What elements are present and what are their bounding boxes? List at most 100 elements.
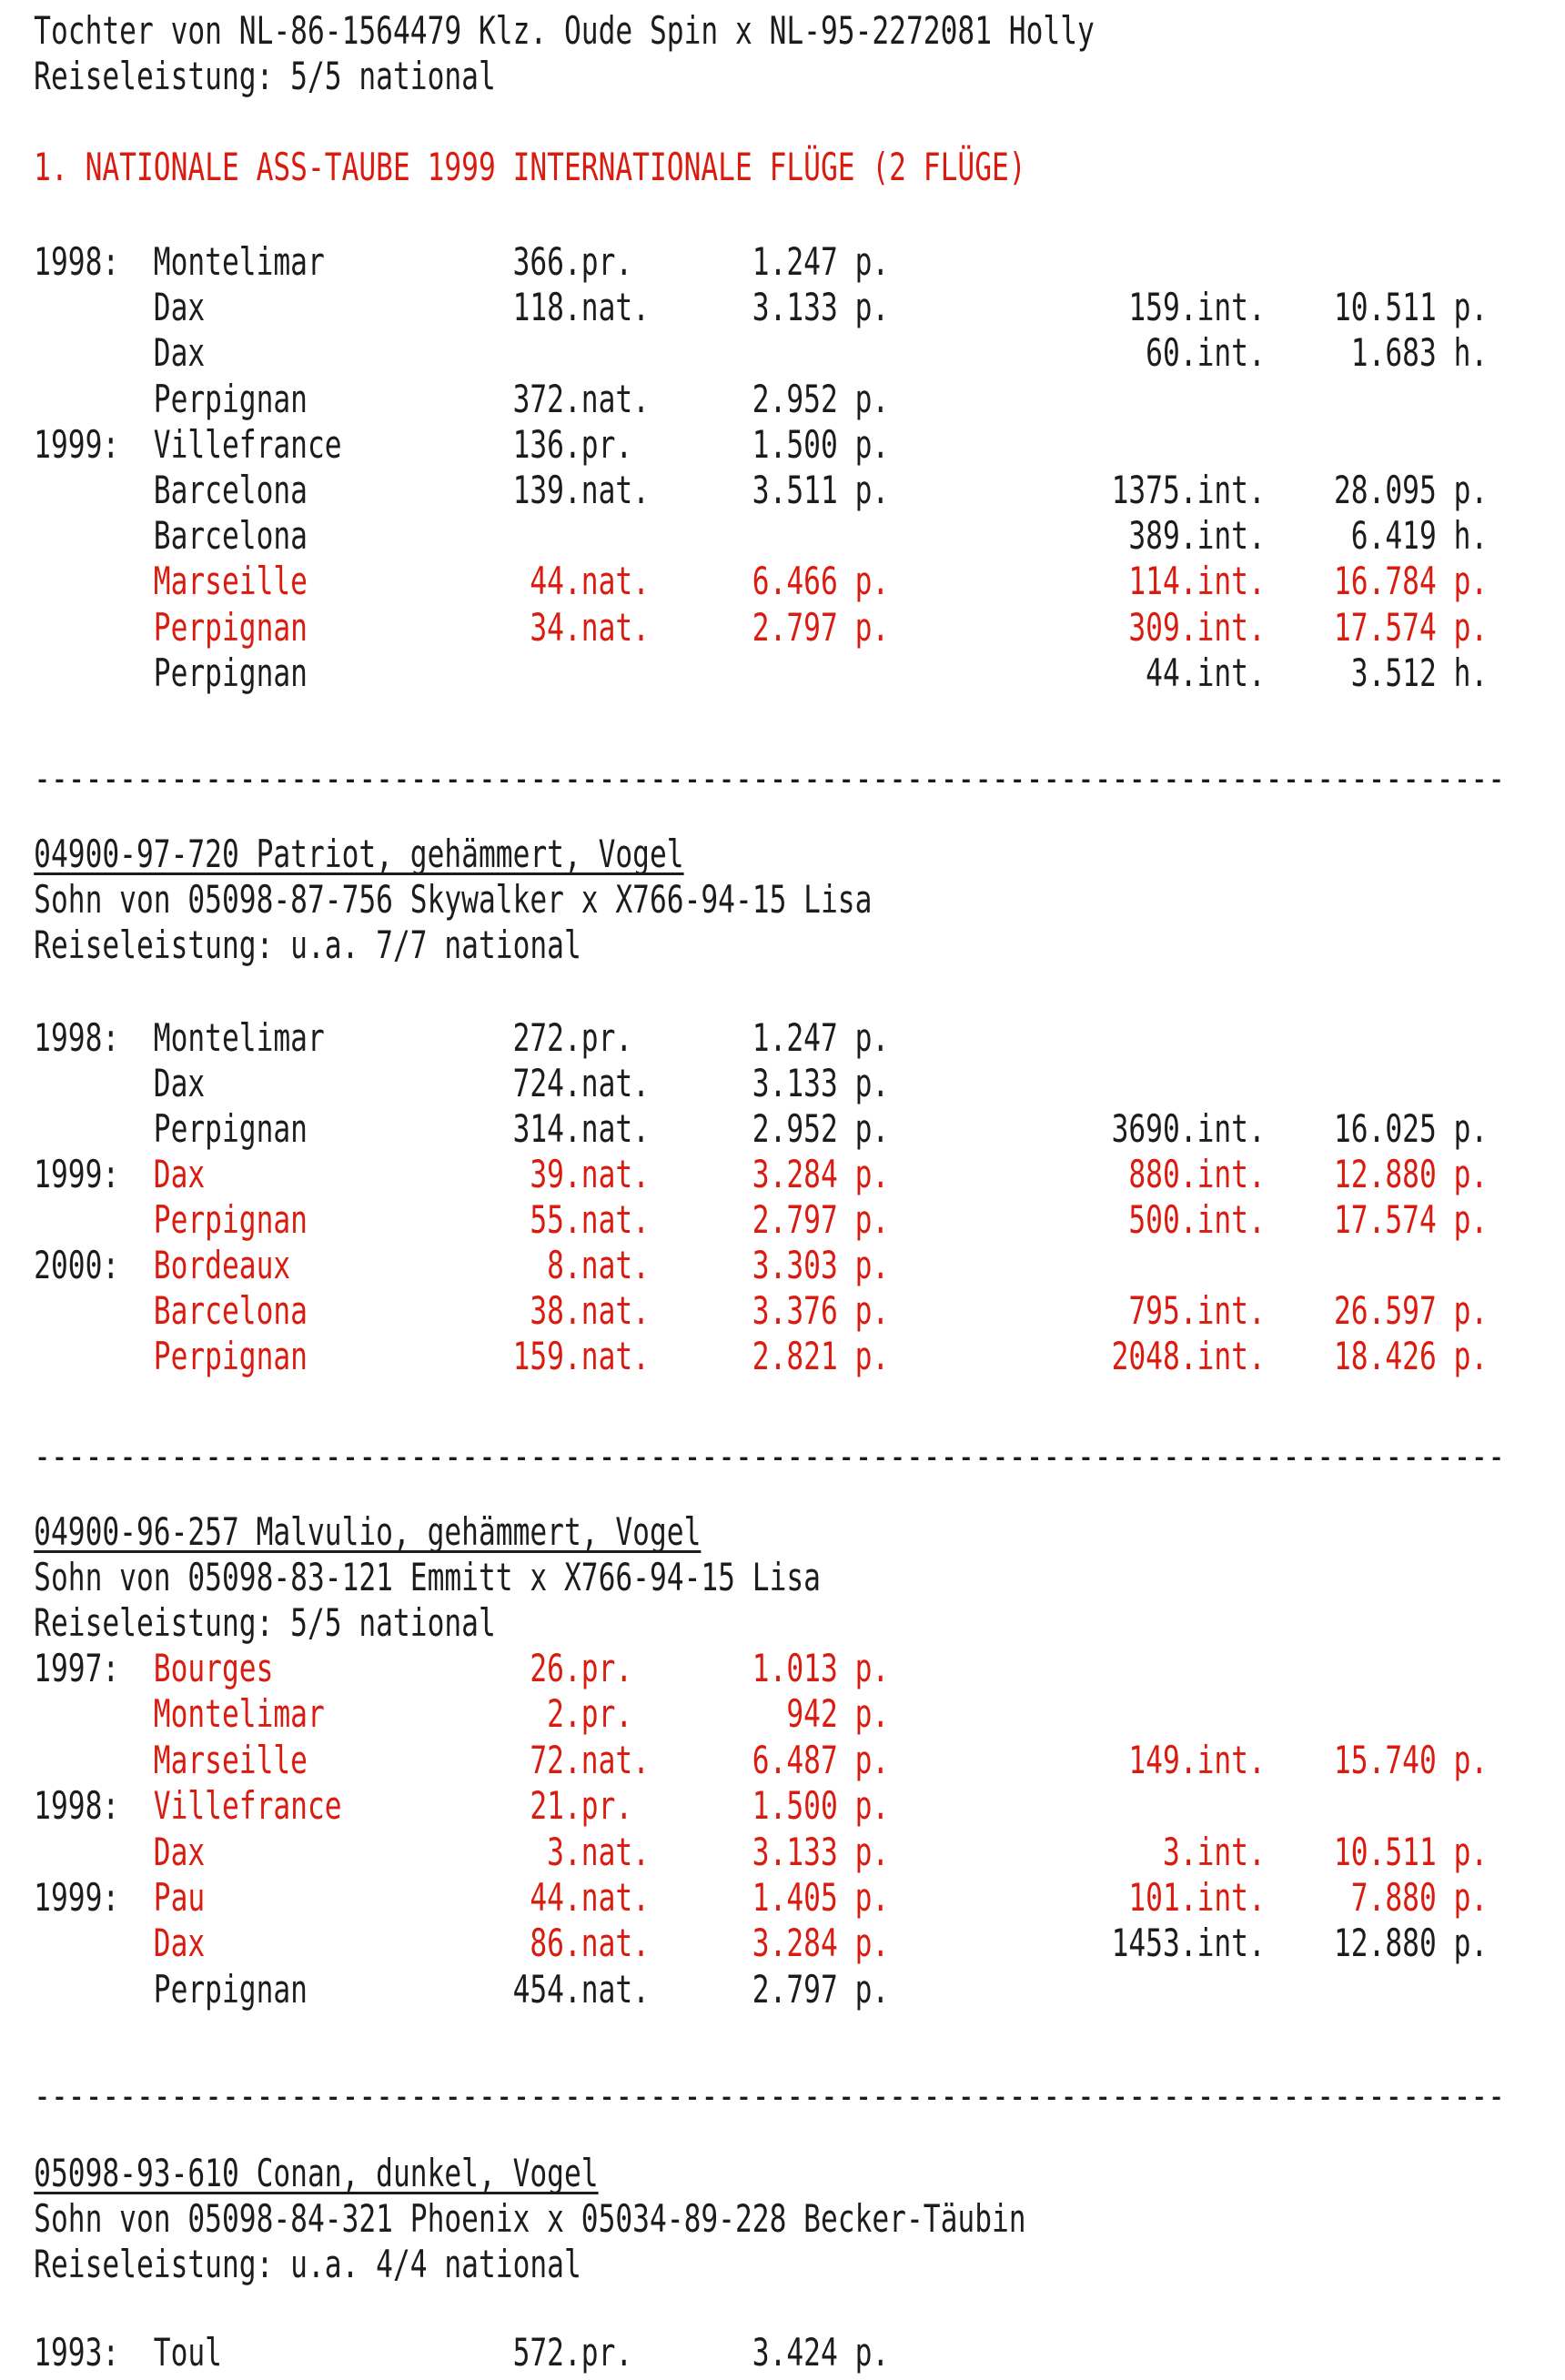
international-total-suffix: p. <box>1453 1106 1489 1151</box>
result-row: Barcelona 38 .nat. 3.376 p. 795 .int. 26.597 p. <box>0 1288 1565 1334</box>
international-place: 159 <box>1128 285 1180 330</box>
national-place-suffix: .nat. <box>563 376 650 421</box>
pigeons-total: 6.487 <box>752 1737 838 1782</box>
race-city: Bourges <box>153 1646 274 1690</box>
pigeons-total-suffix: p. <box>854 1288 890 1333</box>
result-row: Perpignan 314 .nat. 2.952 p. 3690 .int. 16.025 p… <box>0 1106 1565 1152</box>
performance-line: Reiseleistung: u.a. 4/4 national <box>34 2242 581 2286</box>
pigeons-total: 2.797 <box>752 1197 838 1242</box>
international-place-suffix: .int. <box>1179 330 1266 376</box>
daughter-line-row: Tochter von NL-86-1564479 Klz. Oude Spin… <box>0 8 1565 54</box>
pigeons-total-suffix: p. <box>854 1691 890 1737</box>
performance-line: Reiseleistung: u.a. 7/7 national <box>34 923 581 967</box>
national-place-suffix: .nat. <box>563 1197 650 1242</box>
international-total-suffix: h. <box>1453 330 1489 376</box>
international-total-suffix: p. <box>1453 1197 1489 1242</box>
national-place-suffix: .nat. <box>563 468 650 512</box>
national-place: 72 <box>530 1737 564 1782</box>
year-label: 1999: <box>34 1875 120 1920</box>
result-row: 1998: Montelimar 366 .pr. 1.247 p. <box>0 239 1565 285</box>
pigeons-total: 1.013 <box>752 1646 838 1690</box>
pigeons-total-suffix: p. <box>854 1829 890 1874</box>
international-place: 880 <box>1128 1152 1180 1196</box>
national-place: 86 <box>530 1921 564 1966</box>
pigeons-total: 2.952 <box>752 1106 838 1151</box>
international-place-suffix: .int. <box>1179 650 1266 695</box>
performance-summary-line-row: Reiseleistung: 5/5 national <box>0 54 1565 99</box>
international-place: 114 <box>1128 559 1180 604</box>
result-row: Perpignan 44 .int. 3.512 h. <box>0 650 1565 696</box>
year-label: 1999: <box>34 421 120 467</box>
performance-row: Reiseleistung: u.a. 4/4 national <box>0 2242 1565 2287</box>
international-total-suffix: p. <box>1453 1737 1489 1782</box>
pigeons-total-suffix: p. <box>854 1015 890 1060</box>
international-total-suffix: h. <box>1453 513 1489 559</box>
international-place: 500 <box>1128 1197 1180 1242</box>
national-place: 372 <box>512 376 564 421</box>
pigeons-total: 3.511 <box>752 468 838 512</box>
international-total-suffix: p. <box>1453 604 1489 650</box>
international-place-suffix: .int. <box>1179 468 1266 512</box>
pigeons-total-suffix: p. <box>854 468 890 512</box>
pedigree-row: Sohn von 05098-84-321 Phoenix x 05034-89… <box>0 2196 1565 2242</box>
pigeons-total-suffix: p. <box>854 1646 890 1690</box>
pigeon-title-row: 04900-96-257 Malvulio, gehämmert, Vogel <box>0 1509 1565 1555</box>
national-place-suffix: .pr. <box>563 1783 633 1829</box>
pedigree-row: Sohn von 05098-83-121 Emmitt x X766-94-1… <box>0 1555 1565 1600</box>
national-place: 39 <box>530 1152 564 1196</box>
national-place-suffix: .nat. <box>563 1152 650 1196</box>
international-place: 101 <box>1128 1875 1180 1920</box>
pigeons-total: 3.303 <box>752 1243 838 1287</box>
pigeons-total: 1.247 <box>752 239 838 284</box>
international-total: 7.880 <box>1350 1875 1437 1920</box>
result-row: Perpignan 454 .nat. 2.797 p. <box>0 1967 1565 2012</box>
pigeons-total-suffix: p. <box>854 1921 890 1966</box>
race-city: Dax <box>153 1829 206 1874</box>
pedigree-line: Sohn von 05098-83-121 Emmitt x X766-94-1… <box>34 1555 821 1599</box>
result-row: Dax 3 .nat. 3.133 p. 3 .int. 10.511 p. <box>0 1830 1565 1875</box>
national-place: 44 <box>530 1875 564 1920</box>
result-row: 1998: Montelimar 272 .pr. 1.247 p. <box>0 1015 1565 1061</box>
pedigree-line: Sohn von 05098-87-756 Skywalker x X766-9… <box>34 877 873 922</box>
national-place: 724 <box>512 1061 564 1105</box>
international-total-suffix: p. <box>1453 1829 1489 1874</box>
international-total-suffix: p. <box>1453 468 1489 512</box>
pigeons-total: 3.284 <box>752 1921 838 1966</box>
pigeons-total-suffix: p. <box>854 285 890 330</box>
national-place-suffix: .pr. <box>563 1015 633 1060</box>
performance-summary-line: Reiseleistung: 5/5 national <box>34 54 496 98</box>
pigeons-total-suffix: p. <box>854 421 890 467</box>
race-city: Dax <box>153 330 206 376</box>
result-row: Marseille 44 .nat. 6.466 p. 114 .int. 16.784 p. <box>0 559 1565 604</box>
result-row: Dax 60 .int. 1.683 h. <box>0 330 1565 376</box>
result-row: Dax 86 .nat. 3.284 p. 1453 .int. 12.880 p. <box>0 1921 1565 1966</box>
national-place-suffix: .nat. <box>563 1243 650 1287</box>
year-label: 1998: <box>34 1783 120 1829</box>
pigeons-total: 1.405 <box>752 1875 838 1920</box>
race-city: Perpignan <box>153 1197 308 1242</box>
international-total-suffix: p. <box>1453 1875 1489 1920</box>
race-city: Barcelona <box>153 1288 308 1333</box>
national-place: 314 <box>512 1106 564 1151</box>
national-place: 2 <box>547 1691 564 1737</box>
separator-dashes: ----------------------------------------… <box>34 756 1505 801</box>
international-total-suffix: p. <box>1453 1334 1489 1378</box>
result-row: Perpignan 372 .nat. 2.952 p. <box>0 377 1565 422</box>
year-label: 1998: <box>34 1015 120 1060</box>
pigeons-total: 2.797 <box>752 604 838 650</box>
pigeons-total-suffix: p. <box>854 239 890 284</box>
race-city: Perpignan <box>153 1106 308 1151</box>
international-total: 10.511 <box>1333 1829 1437 1874</box>
pigeons-total: 3.133 <box>752 1829 838 1874</box>
international-total-suffix: p. <box>1453 1152 1489 1196</box>
international-place-suffix: .int. <box>1179 1106 1266 1151</box>
international-place: 3690 <box>1111 1106 1180 1151</box>
pigeons-total-suffix: p. <box>854 1197 890 1242</box>
international-place-suffix: .int. <box>1179 1875 1266 1920</box>
national-place: 38 <box>530 1288 564 1333</box>
race-city: Dax <box>153 285 206 330</box>
pigeons-total: 1.500 <box>752 1783 838 1829</box>
race-city: Dax <box>153 1921 206 1966</box>
pigeons-total: 3.424 <box>752 2330 838 2375</box>
result-row: Dax 118 .nat. 3.133 p. 159 .int. 10.511 p. <box>0 285 1565 330</box>
